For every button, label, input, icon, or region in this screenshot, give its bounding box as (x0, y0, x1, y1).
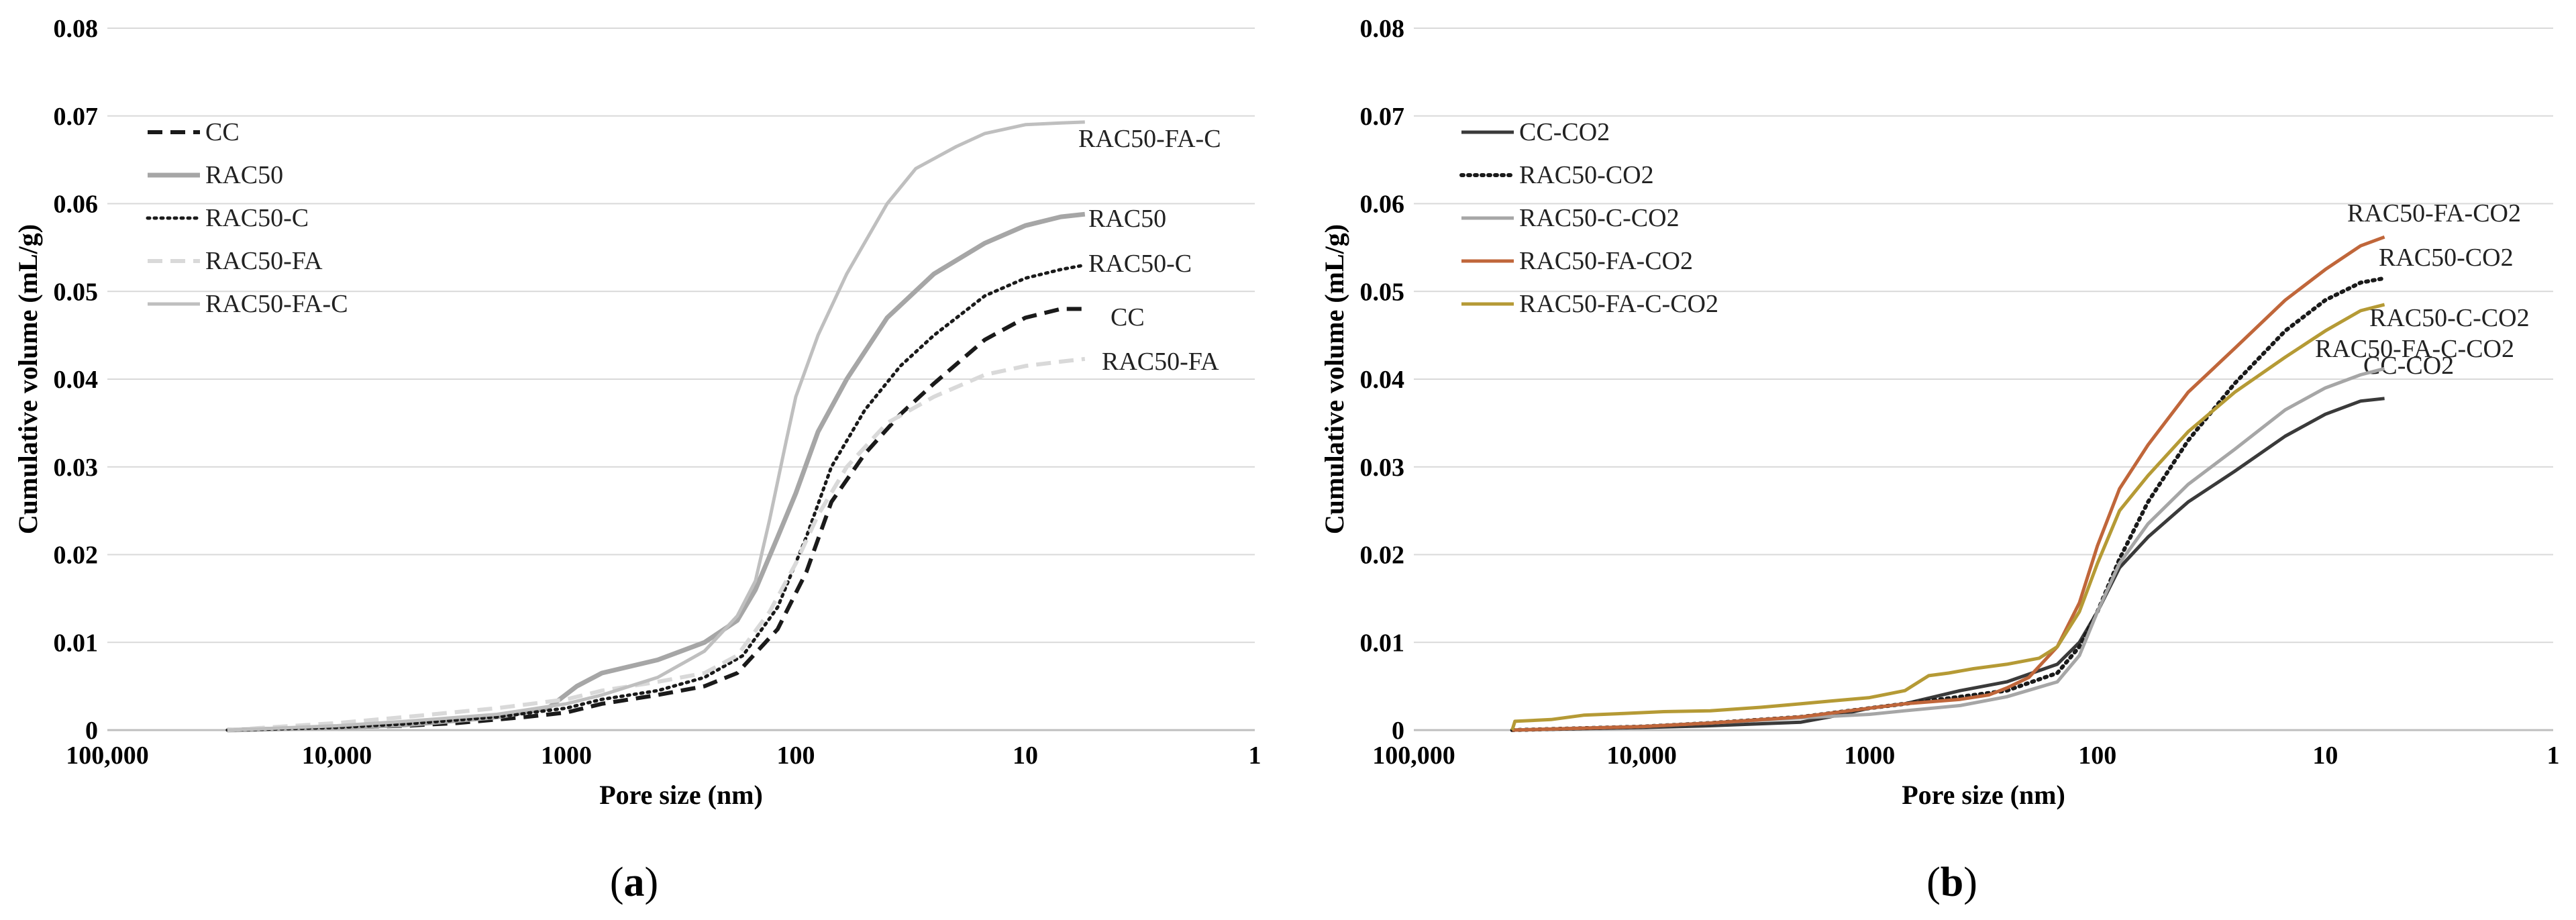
series-end-label: CC (1111, 303, 1145, 331)
x-tick-label: 1000 (541, 742, 592, 770)
legend-label: RAC50-CO2 (1519, 161, 1654, 189)
y-tick-label: 0.04 (1360, 366, 1405, 394)
series-line-rac50-co2 (1510, 276, 2387, 732)
x-tick-label: 1000 (1844, 742, 1895, 770)
x-axis-title: Pore size (nm) (599, 780, 763, 810)
series-end-label: RAC50-C-CO2 (2369, 304, 2530, 332)
y-tick-label: 0.08 (54, 15, 99, 43)
chart-panel-b: 0 0.01 0.02 0.03 0.04 0.05 0.06 0.07 0.08 100,000… (1319, 15, 2560, 905)
series-end-label: CC-CO2 (2363, 352, 2454, 380)
series-end-label: RAC50-FA (1102, 348, 1219, 376)
x-tick-label: 100 (2078, 742, 2116, 770)
series-end-label: RAC50-FA-C-CO2 (2315, 335, 2514, 363)
series-line-rac50-c-co2 (1512, 366, 2385, 732)
y-tick-label: 0.06 (54, 191, 99, 219)
legend-label: CC-CO2 (1519, 118, 1610, 146)
legend-label: RAC50-FA (205, 247, 323, 275)
series-end-label: RAC50-FA-CO2 (2347, 199, 2521, 227)
y-tick-label: 0.04 (54, 366, 99, 394)
y-tick-label: 0.01 (54, 629, 99, 657)
series-line-rac50-fa-c (227, 120, 1085, 732)
x-tick-label: 10 (2312, 742, 2338, 770)
panel-caption: (b) (1926, 860, 1977, 905)
y-tick-label: 0.01 (1360, 629, 1405, 657)
y-tick-label: 0.03 (54, 454, 99, 482)
series-end-label: RAC50-C (1088, 250, 1192, 278)
series-line-cc (227, 307, 1085, 732)
x-tick-label: 100 (777, 742, 815, 770)
y-tick-label: 0.02 (54, 542, 99, 570)
series-line-rac50-fa (227, 356, 1086, 732)
series-line-rac50-c (225, 263, 1087, 732)
x-tick-label: 100,000 (66, 742, 149, 770)
series-line-cc-co2 (1512, 397, 2385, 732)
x-tick-label: 10 (1013, 742, 1038, 770)
legend-label: RAC50-FA-C-CO2 (1519, 290, 1718, 318)
y-axis-title: Cumulative volume (mL/g) (13, 224, 43, 534)
y-tick-label: 0 (85, 717, 98, 745)
x-tick-label: 10,000 (1606, 742, 1677, 770)
x-tick-label: 10,000 (302, 742, 372, 770)
chart-panel-a: 0 0.01 0.02 0.03 0.04 0.05 0.06 0.07 0.08 100,000… (13, 15, 1261, 905)
legend-label: RAC50-C (205, 204, 309, 232)
series-end-label: RAC50-CO2 (2379, 244, 2514, 272)
y-tick-label: 0.02 (1360, 542, 1405, 570)
legend-label: RAC50-FA-CO2 (1519, 247, 1693, 275)
panel-caption: (a) (610, 860, 658, 905)
y-tick-label: 0.07 (1360, 103, 1405, 131)
legend-label: RAC50-FA-C (205, 290, 348, 318)
series-end-label: RAC50-FA-C (1078, 125, 1221, 153)
x-tick-label: 1 (2547, 742, 2560, 770)
y-tick-label: 0.03 (1360, 454, 1405, 482)
y-axis-title: Cumulative volume (mL/g) (1319, 224, 1349, 534)
y-tick-label: 0.06 (1360, 191, 1405, 219)
y-tick-label: 0.07 (54, 103, 99, 131)
y-tick-label: 0.08 (1360, 15, 1405, 43)
legend-label: CC (205, 118, 240, 146)
legend-label: RAC50 (205, 161, 283, 189)
x-tick-label: 100,000 (1372, 742, 1455, 770)
x-tick-label: 1 (1249, 742, 1261, 770)
y-tick-label: 0 (1392, 717, 1404, 745)
x-axis-title: Pore size (nm) (1902, 780, 2065, 810)
series-end-label: RAC50 (1088, 205, 1166, 233)
legend-label: RAC50-C-CO2 (1519, 204, 1680, 232)
series-line-rac50-fa-c-co2 (1510, 303, 2385, 731)
y-tick-label: 0.05 (54, 278, 99, 306)
y-tick-label: 0.05 (1360, 278, 1405, 306)
